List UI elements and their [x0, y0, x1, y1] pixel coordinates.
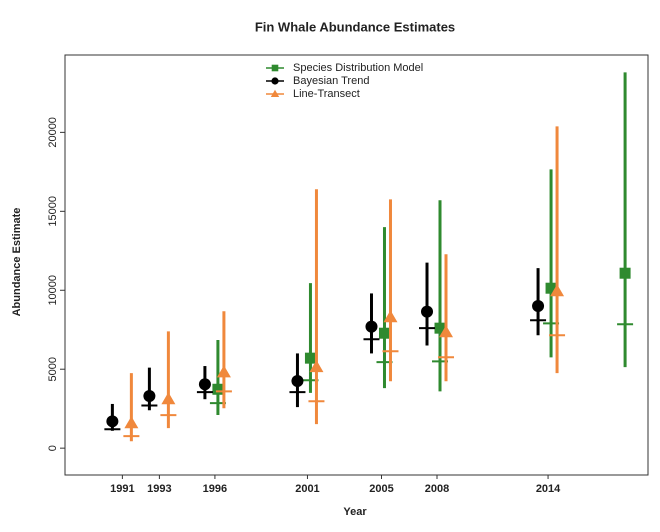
point: [383, 310, 398, 323]
x-tick-label: 2005: [369, 483, 393, 495]
point: [212, 383, 224, 395]
point: [421, 305, 434, 318]
point: [143, 390, 156, 403]
x-tick-label: 2001: [295, 483, 319, 495]
y-tick-label: 10000: [47, 275, 59, 306]
legend-marker: [270, 89, 280, 97]
legend-label: Bayesian Trend: [293, 75, 369, 87]
point: [106, 415, 119, 428]
x-axis-label: Year: [343, 506, 367, 518]
y-tick-label: 5000: [47, 357, 59, 381]
x-tick-label: 2008: [425, 483, 449, 495]
point: [619, 267, 631, 279]
y-tick-label: 0: [47, 445, 59, 451]
x-tick-label: 1993: [147, 483, 171, 495]
point: [304, 352, 316, 364]
point: [291, 375, 304, 388]
point: [434, 322, 446, 334]
point: [439, 325, 454, 338]
point: [550, 284, 565, 297]
x-tick-label: 1996: [203, 483, 227, 495]
point: [378, 327, 390, 339]
x-tick-label: 2014: [536, 483, 561, 495]
point: [198, 378, 211, 391]
point: [365, 320, 378, 333]
x-tick-label: 1991: [110, 483, 134, 495]
point: [216, 365, 231, 378]
point: [545, 282, 557, 294]
y-tick-label: 15000: [47, 196, 59, 227]
chart-title: Fin Whale Abundance Estimates: [255, 19, 455, 34]
legend-marker: [271, 77, 279, 85]
y-axis-label: Abundance Estimate: [11, 208, 23, 317]
point: [161, 392, 176, 405]
point: [309, 360, 324, 373]
point: [532, 300, 545, 313]
plot-frame: [64, 54, 649, 476]
legend-label: Line-Transect: [293, 88, 360, 100]
legend-marker: [271, 64, 279, 72]
point: [124, 416, 139, 429]
y-tick-label: 20000: [47, 117, 59, 148]
legend-label: Species Distribution Model: [293, 62, 423, 74]
